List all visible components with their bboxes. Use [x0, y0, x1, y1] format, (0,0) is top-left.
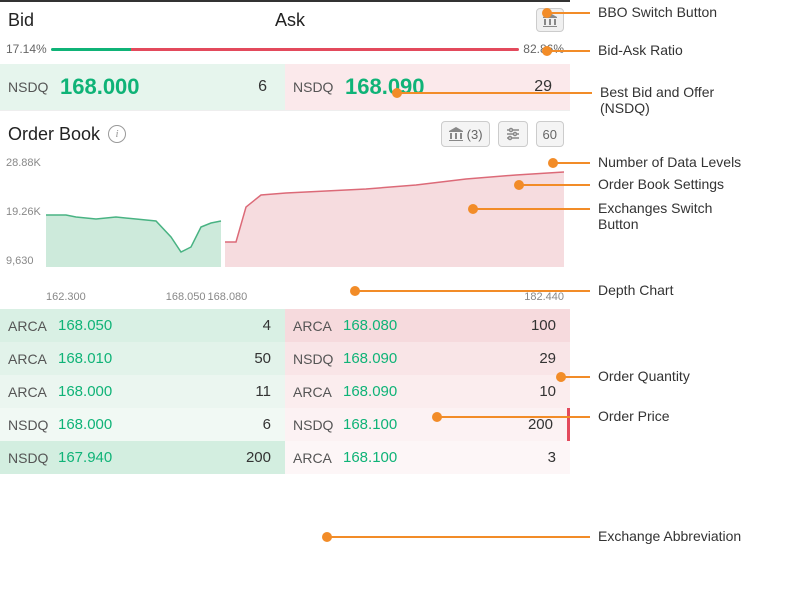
bid-header: Bid [8, 10, 269, 31]
order-price: 168.090 [343, 383, 539, 400]
order-qty: 10 [539, 383, 562, 400]
annotation-line [518, 184, 590, 186]
annotation-line [326, 536, 590, 538]
annotation-line [546, 12, 590, 14]
y-tick: 19.26K [6, 206, 41, 218]
order-qty: 11 [255, 383, 277, 400]
exchange-abbrev: ARCA [8, 384, 58, 400]
orderbook-section-header: Order Book i (3) 60 [0, 110, 570, 153]
x-tick: 182.440 [524, 291, 564, 303]
x-tick: 168.080 [208, 291, 248, 303]
order-qty: 200 [246, 449, 277, 466]
orderbook-row[interactable]: NSDQ168.09029 [285, 342, 570, 375]
annotation-label: Order Quantity [598, 368, 690, 384]
order-qty: 50 [254, 350, 277, 367]
exchange-abbrev: ARCA [293, 384, 343, 400]
y-tick: 9,630 [6, 255, 41, 267]
order-qty: 29 [539, 350, 562, 367]
order-price: 168.010 [58, 350, 254, 367]
best-ask-exchange: NSDQ [293, 79, 345, 95]
order-price: 167.940 [58, 449, 246, 466]
annotation-line [396, 92, 592, 94]
order-price: 168.000 [58, 416, 263, 433]
orderbook-title: Order Book [8, 124, 100, 145]
orderbook-row[interactable]: NSDQ168.100200 [285, 408, 570, 441]
best-bid-price: 168.000 [60, 74, 258, 100]
x-tick: 162.300 [46, 291, 86, 303]
orderbook-row[interactable]: ARCA168.01050 [0, 342, 285, 375]
orderbook-rows: ARCA168.0504ARCA168.01050ARCA168.00011NS… [0, 309, 570, 474]
orderbook-row[interactable]: ARCA168.00011 [0, 375, 285, 408]
ask-header: Ask [269, 10, 536, 31]
annotation-label: Order Book Settings [598, 176, 724, 192]
best-ask[interactable]: NSDQ 168.090 29 [285, 64, 570, 110]
annotation-label: Number of Data Levels [598, 154, 741, 170]
annotation-line [472, 208, 590, 210]
order-price: 168.080 [343, 317, 531, 334]
order-book-panel: Bid Ask 17.14% 82.86% NSDQ 168.000 6 NSD… [0, 0, 570, 474]
bbo-row: NSDQ 168.000 6 NSDQ 168.090 29 [0, 64, 570, 110]
order-price: 168.100 [343, 449, 548, 466]
orderbook-settings-button[interactable] [498, 121, 528, 147]
ratio-bar-bid [51, 48, 131, 51]
order-price: 168.090 [343, 350, 539, 367]
annotation-line [354, 290, 590, 292]
best-bid-exchange: NSDQ [8, 79, 60, 95]
best-bid-qty: 6 [258, 78, 277, 96]
info-icon[interactable]: i [108, 125, 126, 143]
annotation-label: Exchange Abbreviation [598, 528, 741, 544]
exchanges-count: (3) [467, 127, 483, 142]
annotation-line [546, 50, 590, 52]
order-qty: 3 [548, 449, 562, 466]
bid-ratio-pct: 17.14% [6, 42, 47, 56]
y-tick: 28.88K [6, 157, 41, 169]
sliders-icon [505, 126, 521, 142]
exchange-abbrev: ARCA [8, 318, 58, 334]
exchange-abbrev: ARCA [293, 450, 343, 466]
depth-yaxis: 28.88K 19.26K 9,630 [6, 157, 41, 267]
exchange-abbrev: NSDQ [293, 351, 343, 367]
best-bid[interactable]: NSDQ 168.000 6 [0, 64, 285, 110]
annotation-line [436, 416, 590, 418]
exchange-abbrev: NSDQ [8, 450, 58, 466]
order-qty: 6 [263, 416, 277, 433]
orderbook-row[interactable]: NSDQ167.940200 [0, 441, 285, 474]
annotation-label: Best Bid and Offer (NSDQ) [600, 84, 714, 116]
exchange-abbrev: NSDQ [293, 417, 343, 433]
bid-column: ARCA168.0504ARCA168.01050ARCA168.00011NS… [0, 309, 285, 474]
annotation-line [560, 376, 590, 378]
depth-chart-svg [46, 157, 564, 267]
order-qty: 200 [528, 416, 559, 433]
data-levels-value: 60 [543, 127, 557, 142]
order-price: 168.050 [58, 317, 263, 334]
x-tick: 168.050 [166, 291, 206, 303]
annotation-label: Exchanges Switch Button [598, 200, 712, 232]
annotation-line [552, 162, 590, 164]
exchange-abbrev: ARCA [8, 351, 58, 367]
bank-icon [448, 126, 464, 142]
order-qty: 100 [531, 317, 562, 334]
annotation-label: BBO Switch Button [598, 4, 717, 20]
exchange-abbrev: NSDQ [8, 417, 58, 433]
ratio-bar [51, 48, 520, 51]
orderbook-row[interactable]: NSDQ168.0006 [0, 408, 285, 441]
orderbook-row[interactable]: ARCA168.1003 [285, 441, 570, 474]
best-ask-price: 168.090 [345, 74, 534, 100]
annotation-label: Bid-Ask Ratio [598, 42, 683, 58]
depth-chart[interactable]: 28.88K 19.26K 9,630 [0, 157, 570, 289]
annotation-label: Order Price [598, 408, 670, 424]
ratio-bar-ask [131, 48, 519, 51]
orderbook-row[interactable]: ARCA168.0504 [0, 309, 285, 342]
ask-column: ARCA168.080100NSDQ168.09029ARCA168.09010… [285, 309, 570, 474]
data-levels-button[interactable]: 60 [536, 121, 564, 147]
orderbook-row[interactable]: ARCA168.09010 [285, 375, 570, 408]
annotation-label: Depth Chart [598, 282, 673, 298]
order-qty: 4 [263, 317, 277, 334]
orderbook-row[interactable]: ARCA168.080100 [285, 309, 570, 342]
bid-ask-ratio: 17.14% 82.86% [0, 38, 570, 64]
exchanges-switch-button[interactable]: (3) [441, 121, 490, 147]
order-price: 168.000 [58, 383, 255, 400]
bid-ask-header: Bid Ask [0, 0, 570, 38]
exchange-abbrev: ARCA [293, 318, 343, 334]
